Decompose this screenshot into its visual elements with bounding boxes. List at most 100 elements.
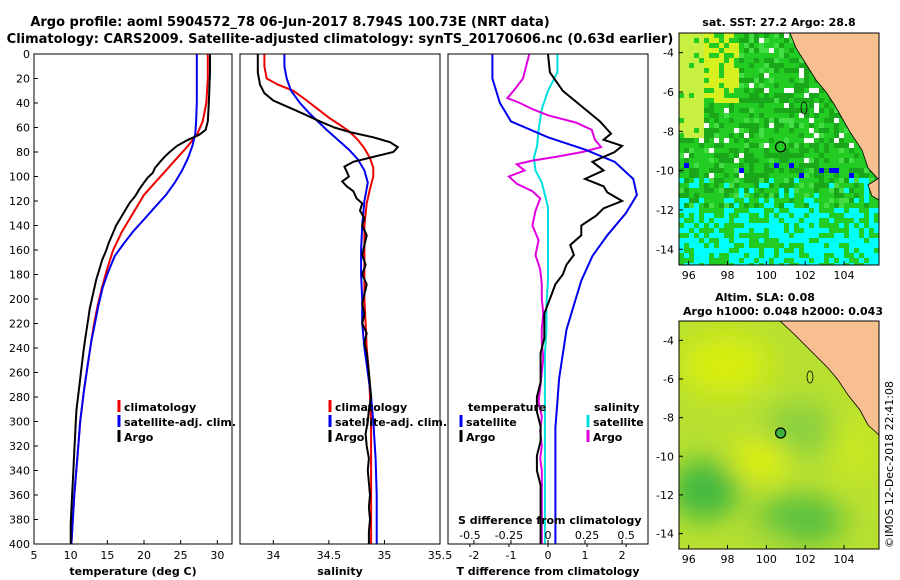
sst-cell xyxy=(749,33,754,38)
credit-text: ©IMOS 12-Dec-2018 22:41:08 xyxy=(883,381,896,548)
sst-cell xyxy=(679,43,684,48)
sst-cell xyxy=(804,193,809,198)
sst-cell xyxy=(789,68,794,73)
sst-cell xyxy=(724,68,729,73)
sst-cell xyxy=(804,83,809,88)
sst-cell xyxy=(764,98,769,103)
sst-cell xyxy=(699,78,704,83)
sst-cell xyxy=(814,243,819,248)
sst-cell xyxy=(694,173,699,178)
sst-cell xyxy=(684,203,689,208)
sst-cell xyxy=(774,128,779,133)
sst-cell xyxy=(689,183,694,188)
sst-cell xyxy=(829,108,834,113)
sst-cell xyxy=(694,238,699,243)
sst-cell xyxy=(839,188,844,193)
sst-cell xyxy=(809,123,814,128)
sst-cell xyxy=(774,233,779,238)
sst-cell xyxy=(804,93,809,98)
sst-cell xyxy=(849,158,854,163)
sst-cell xyxy=(824,213,829,218)
sst-cell xyxy=(729,83,734,88)
sst-cell xyxy=(744,48,749,53)
sst-cell xyxy=(749,248,754,253)
sst-cell xyxy=(849,248,854,253)
sst-cell xyxy=(834,128,839,133)
sst-cell xyxy=(779,153,784,158)
sst-cell xyxy=(709,48,714,53)
sst-cell xyxy=(794,168,799,173)
sst-cell xyxy=(764,203,769,208)
sst-cell xyxy=(694,33,699,38)
sst-cell xyxy=(764,88,769,93)
sst-cell xyxy=(744,118,749,123)
sst-cell xyxy=(859,213,864,218)
sst-cell xyxy=(724,63,729,68)
salinity-diff-tick-labels: -0.5 -0.25 0 0.25 0.5 xyxy=(459,529,635,547)
sst-cell xyxy=(704,33,709,38)
sst-cell xyxy=(764,153,769,158)
sst-cell xyxy=(784,243,789,248)
sst-cell xyxy=(769,213,774,218)
temperature-panel: 0 20 40 60 80 100 120 140 160 180 200 220 240 260 280 3… xyxy=(9,48,236,578)
sst-cell xyxy=(744,38,749,43)
sst-cell xyxy=(704,173,709,178)
sst-cell xyxy=(784,33,789,38)
sst-cell xyxy=(714,93,719,98)
sst-cell xyxy=(694,243,699,248)
sst-cell xyxy=(789,178,794,183)
sst-cell xyxy=(689,243,694,248)
sst-cell xyxy=(714,233,719,238)
sst-cell xyxy=(864,248,869,253)
sst-cell xyxy=(764,93,769,98)
sst-cell xyxy=(819,88,824,93)
sst-cell xyxy=(714,153,719,158)
sst-cell xyxy=(769,168,774,173)
sst-cell xyxy=(749,38,754,43)
sst-cell xyxy=(709,168,714,173)
argo-position-marker xyxy=(774,141,787,153)
sst-cell xyxy=(739,253,744,258)
sst-cell xyxy=(809,163,814,168)
sst-cell xyxy=(734,53,739,58)
sst-cell xyxy=(784,138,789,143)
sst-cell xyxy=(734,153,739,158)
sst-cell xyxy=(869,258,874,263)
legend-label-argo: Argo xyxy=(124,431,154,444)
sst-cell xyxy=(709,38,714,43)
sst-cell xyxy=(824,183,829,188)
sst-cell xyxy=(794,83,799,88)
sst-cell xyxy=(699,63,704,68)
sst-cell xyxy=(769,248,774,253)
sst-cell xyxy=(774,83,779,88)
sst-cell xyxy=(819,173,824,178)
sst-cell xyxy=(734,158,739,163)
sst-cell xyxy=(869,208,874,213)
sst-cell xyxy=(874,243,879,248)
sst-cell xyxy=(759,98,764,103)
lon-tick-label: 102 xyxy=(795,553,816,566)
sst-cell xyxy=(874,253,879,258)
sst-cell xyxy=(774,163,779,168)
sst-cell xyxy=(734,73,739,78)
sst-cell xyxy=(699,68,704,73)
sst-cell xyxy=(799,98,804,103)
sst-cell xyxy=(794,258,799,263)
legend-label-argo: Argo xyxy=(335,431,365,444)
temperature-satellite-adj-clim-line xyxy=(70,54,198,544)
sst-cell xyxy=(784,103,789,108)
sst-cell xyxy=(709,93,714,98)
sst-cell xyxy=(719,58,724,63)
sst-cell xyxy=(704,128,709,133)
lon-tick-label: 98 xyxy=(721,269,735,282)
sst-cell xyxy=(784,233,789,238)
sst-cell xyxy=(754,48,759,53)
sst-cell xyxy=(779,118,784,123)
sst-cell xyxy=(704,148,709,153)
sst-cell xyxy=(684,198,689,203)
sst-cell xyxy=(754,158,759,163)
sst-cell xyxy=(764,143,769,148)
sst-cell xyxy=(774,223,779,228)
sst-cell xyxy=(749,83,754,88)
sst-cell xyxy=(869,213,874,218)
